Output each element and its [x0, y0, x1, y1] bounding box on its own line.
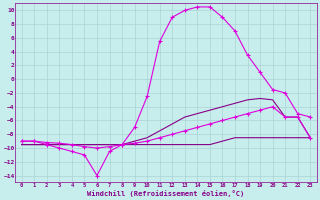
X-axis label: Windchill (Refroidissement éolien,°C): Windchill (Refroidissement éolien,°C): [87, 190, 244, 197]
